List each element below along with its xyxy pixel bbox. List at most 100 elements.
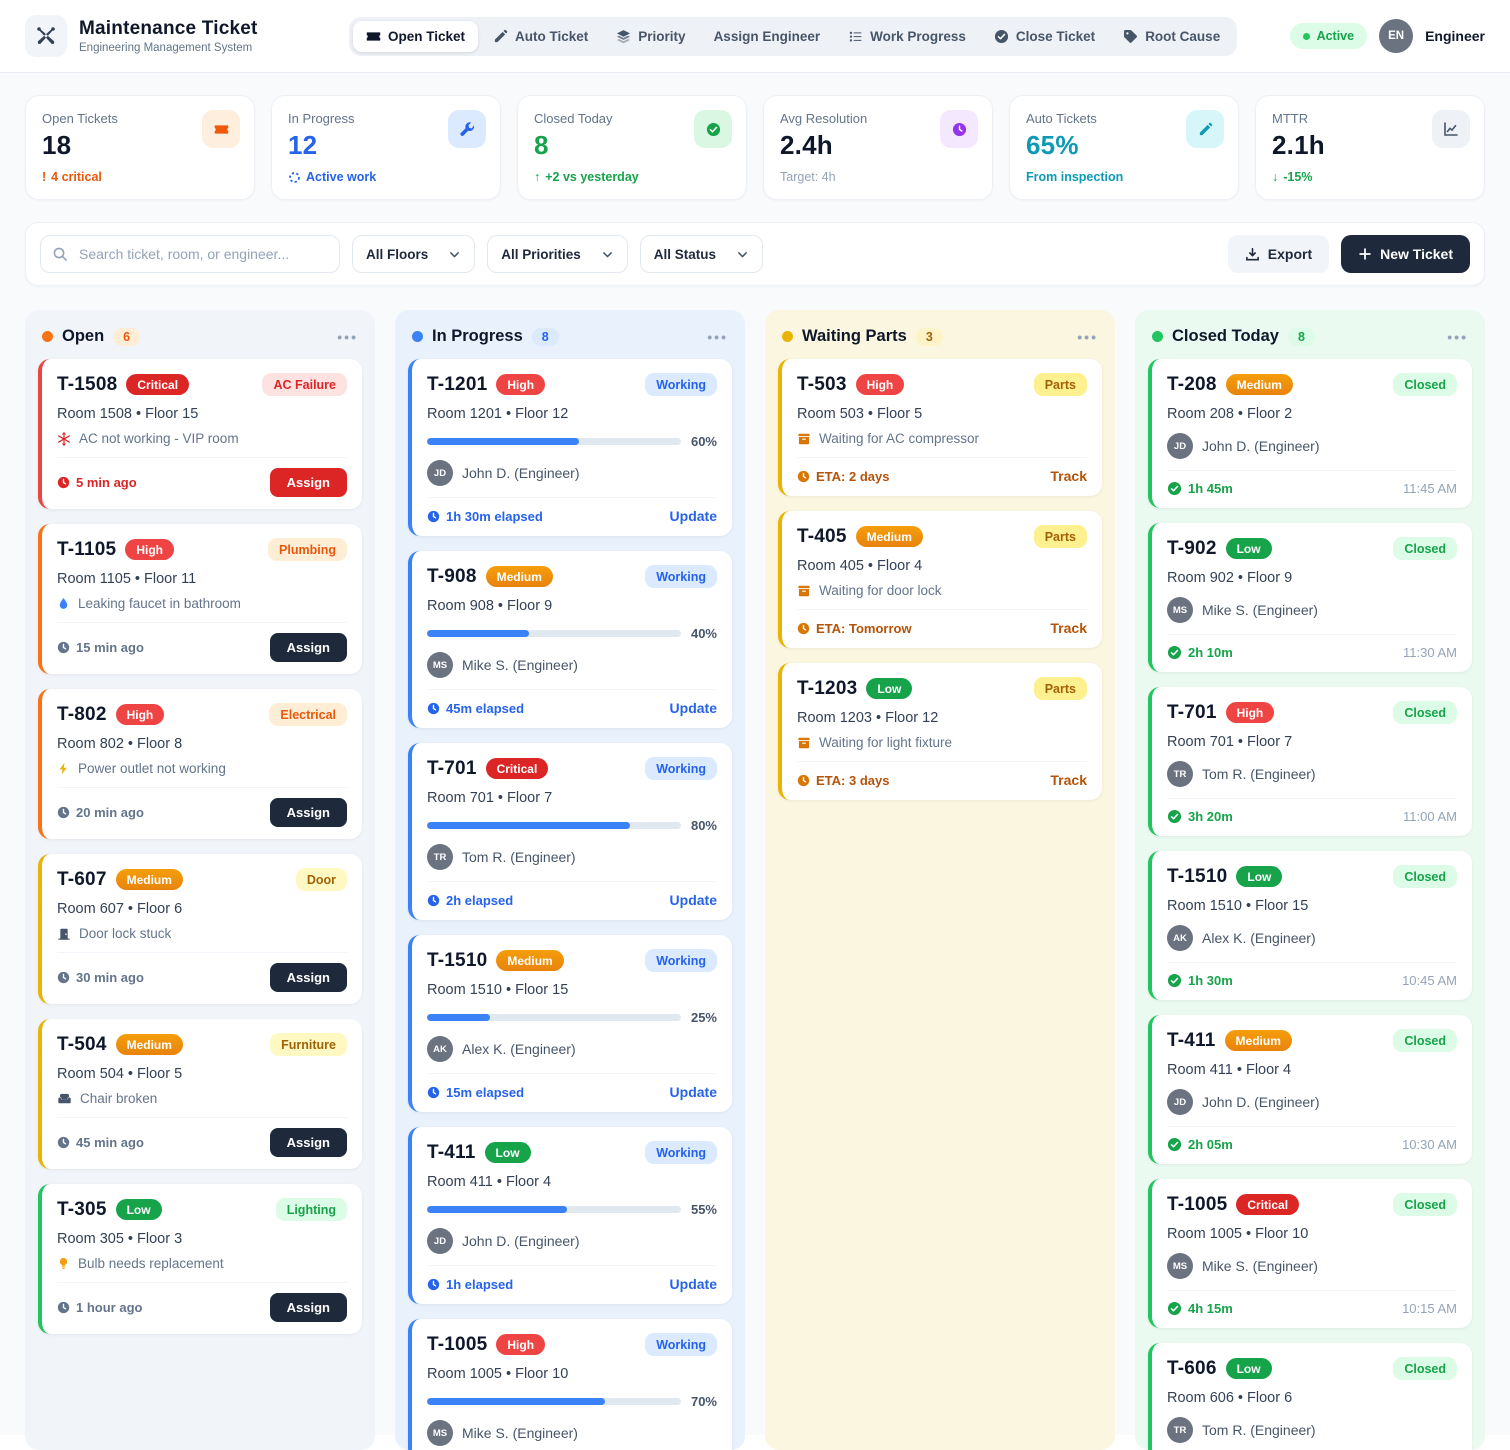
- column-menu-icon[interactable]: •••: [1447, 328, 1468, 345]
- track-link[interactable]: Track: [1050, 772, 1087, 788]
- column-menu-icon[interactable]: •••: [1077, 328, 1098, 345]
- priority-badge: High: [855, 374, 905, 395]
- assign-button[interactable]: Assign: [269, 1128, 347, 1157]
- ticket-card[interactable]: T-908 Medium Working Room 908 • Floor 9 40% M…: [408, 551, 732, 728]
- room-label: Room 504 • Floor 5: [57, 1066, 183, 1082]
- card-top-row: T-1105 High Plumbing: [57, 538, 347, 561]
- column-menu-icon[interactable]: •••: [337, 328, 358, 345]
- ticket-card[interactable]: T-606 Low Closed Room 606 • Floor 6 TR Tom R.…: [1148, 1343, 1472, 1450]
- column-closed-today[interactable]: Closed Today 8 ••• T-208 Medium Closed Room 20…: [1135, 310, 1485, 1450]
- stat-sub: Target: 4h: [780, 170, 976, 184]
- ticket-card[interactable]: T-802 High Electrical Room 802 • Floor 8 Pow…: [38, 689, 362, 839]
- ticket-card[interactable]: T-701 Critical Working Room 701 • Floor 7 80…: [408, 743, 732, 920]
- select-value: All Status: [653, 246, 717, 262]
- ticket-card[interactable]: T-405 Medium Parts Room 405 • Floor 4 Waitin…: [778, 511, 1102, 648]
- avatar[interactable]: EN: [1379, 19, 1414, 53]
- ticket-card[interactable]: T-1005 High Working Room 1005 • Floor 10 70%…: [408, 1319, 732, 1450]
- filter-select-all-status[interactable]: All Status: [639, 235, 764, 273]
- clock-small-icon: [427, 894, 440, 907]
- check-circle-icon: [1167, 1301, 1182, 1316]
- ticket-card[interactable]: T-1201 High Working Room 1201 • Floor 12 60%…: [408, 359, 732, 536]
- update-link[interactable]: Update: [669, 1276, 717, 1292]
- issue-row: Power outlet not working: [57, 761, 347, 776]
- engineer-row: JD John D. (Engineer): [427, 1228, 717, 1254]
- track-link[interactable]: Track: [1050, 468, 1087, 484]
- check-circle-icon: [1167, 809, 1182, 824]
- status-pill: Working: [645, 1141, 717, 1164]
- track-link[interactable]: Track: [1050, 620, 1087, 636]
- stat-sub: ! 4 critical: [42, 170, 238, 184]
- ticket-card[interactable]: T-1510 Medium Working Room 1510 • Floor 15 2…: [408, 935, 732, 1112]
- priority-badge: High: [125, 539, 174, 560]
- ticket-id: T-1510: [427, 949, 488, 971]
- nav-tab-priority[interactable]: Priority: [603, 21, 698, 52]
- card-top-row: T-908 Medium Working: [427, 565, 717, 588]
- update-link[interactable]: Update: [669, 508, 717, 524]
- clock-small-icon: [427, 510, 440, 523]
- nav-tab-work-progress[interactable]: Work Progress: [835, 21, 979, 52]
- priority-badge: Medium: [855, 526, 923, 547]
- nav-tab-assign-engineer[interactable]: Assign Engineer: [701, 21, 834, 52]
- priority-badge: Critical: [485, 758, 549, 779]
- eta: ETA: 2 days: [797, 469, 889, 484]
- progress-percent: 60%: [690, 434, 717, 449]
- column-open[interactable]: Open 6 ••• T-1508 Critical AC Failure Room 150…: [25, 310, 375, 1450]
- ticket-card[interactable]: T-411 Medium Closed Room 411 • Floor 4 JD Joh…: [1148, 1015, 1472, 1164]
- category-badge: Plumbing: [268, 538, 347, 561]
- export-button[interactable]: Export: [1227, 235, 1330, 273]
- update-link[interactable]: Update: [669, 892, 717, 908]
- column-menu-icon[interactable]: •••: [707, 328, 728, 345]
- ticket-card[interactable]: T-607 Medium Door Room 607 • Floor 6 Door lo…: [38, 854, 362, 1004]
- layers-icon: [616, 29, 631, 44]
- ticket-card[interactable]: T-305 Low Lighting Room 305 • Floor 3 Bulb n…: [38, 1184, 362, 1334]
- check-circle-icon: [1167, 1137, 1182, 1152]
- room-label: Room 1510 • Floor 15: [1167, 898, 1309, 914]
- column-title: In Progress: [432, 327, 523, 345]
- assign-button[interactable]: Assign: [269, 1293, 347, 1322]
- ticket-card[interactable]: T-411 Low Working Room 411 • Floor 4 55% JD Jo…: [408, 1127, 732, 1304]
- closed-time: 11:30 AM: [1403, 645, 1457, 660]
- ticket-id: T-411: [427, 1141, 476, 1163]
- nav-tab-label: Work Progress: [870, 28, 966, 44]
- priority-badge: Critical: [1236, 1194, 1300, 1215]
- nav-tab-auto-ticket[interactable]: Auto Ticket: [480, 21, 601, 52]
- filter-select-all-priorities[interactable]: All Priorities: [487, 235, 628, 273]
- assign-button[interactable]: Assign: [269, 798, 347, 827]
- chevron-down-icon: [601, 248, 614, 261]
- status-dot-icon: [1302, 32, 1310, 40]
- ticket-card[interactable]: T-504 Medium Furniture Room 504 • Floor 5 Ch…: [38, 1019, 362, 1169]
- progress-fill: [427, 1014, 491, 1021]
- update-link[interactable]: Update: [669, 700, 717, 716]
- ticket-card[interactable]: T-1203 Low Parts Room 1203 • Floor 12 Waitin…: [778, 663, 1102, 800]
- new-ticket-button[interactable]: New Ticket: [1341, 235, 1470, 273]
- assign-button[interactable]: Assign: [269, 633, 347, 662]
- ticket-card[interactable]: T-1508 Critical AC Failure Room 1508 • Floo…: [38, 359, 362, 509]
- card-top-row: T-1508 Critical AC Failure: [57, 373, 347, 396]
- engineer-name: Mike S. (Engineer): [462, 657, 578, 673]
- assign-button[interactable]: Assign: [269, 963, 347, 992]
- update-link[interactable]: Update: [669, 1084, 717, 1100]
- ticket-card[interactable]: T-503 High Parts Room 503 • Floor 5 Waiting …: [778, 359, 1102, 496]
- bulb-icon: [57, 1257, 70, 1270]
- assign-button[interactable]: Assign: [269, 468, 347, 497]
- card-top-row: T-1201 High Working: [427, 373, 717, 396]
- filter-select-all-floors[interactable]: All Floors: [352, 235, 476, 273]
- nav-tab-close-ticket[interactable]: Close Ticket: [981, 21, 1108, 52]
- card-footer: 4h 15m 10:15 AM: [1167, 1290, 1457, 1316]
- column-in-progress[interactable]: In Progress 8 ••• T-1201 High Working Room 120…: [395, 310, 745, 1450]
- progress-fill: [427, 630, 529, 637]
- ticket-card[interactable]: T-1105 High Plumbing Room 1105 • Floor 11 Le…: [38, 524, 362, 674]
- duration: 4h 15m: [1167, 1301, 1233, 1316]
- ticket-card[interactable]: T-902 Low Closed Room 902 • Floor 9 MS Mike S…: [1148, 523, 1472, 672]
- nav-tab-root-cause[interactable]: Root Cause: [1110, 21, 1233, 52]
- ticket-card[interactable]: T-1510 Low Closed Room 1510 • Floor 15 AK Ale…: [1148, 851, 1472, 1000]
- column-waiting-parts[interactable]: Waiting Parts 3 ••• T-503 High Parts Room 503 …: [765, 310, 1115, 1450]
- search-input[interactable]: [40, 235, 340, 273]
- ticket-card[interactable]: T-1005 Critical Closed Room 1005 • Floor 10…: [1148, 1179, 1472, 1328]
- ticket-id: T-1203: [797, 677, 858, 699]
- ticket-card[interactable]: T-701 High Closed Room 701 • Floor 7 TR Tom R…: [1148, 687, 1472, 836]
- ticket-card[interactable]: T-208 Medium Closed Room 208 • Floor 2 JD Joh…: [1148, 359, 1472, 508]
- time-ago: 1 hour ago: [57, 1300, 142, 1315]
- nav-tab-open-ticket[interactable]: Open Ticket: [353, 20, 479, 52]
- time-ago-text: 1 hour ago: [76, 1300, 143, 1315]
